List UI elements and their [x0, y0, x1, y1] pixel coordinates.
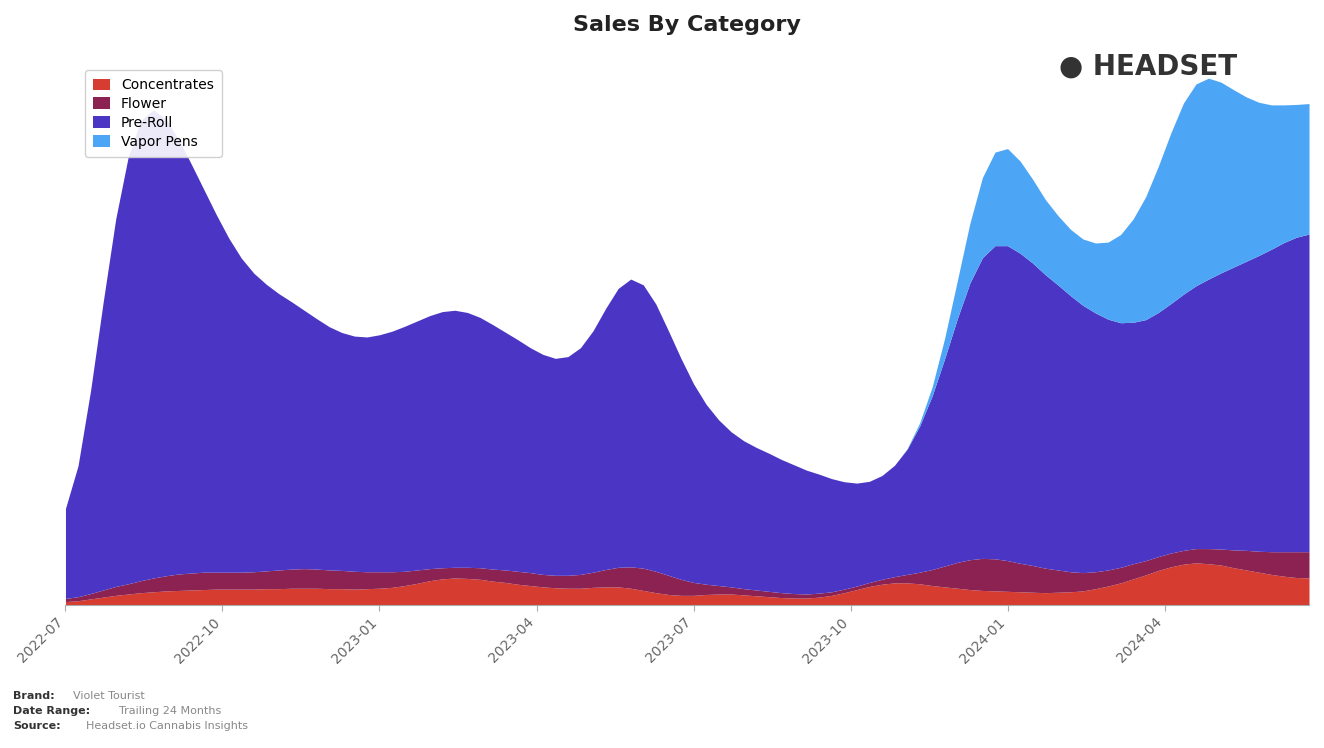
Text: Headset.io Cannabis Insights: Headset.io Cannabis Insights — [86, 721, 248, 732]
Legend: Concentrates, Flower, Pre-Roll, Vapor Pens: Concentrates, Flower, Pre-Roll, Vapor Pe… — [85, 70, 222, 157]
Text: Violet Tourist: Violet Tourist — [73, 691, 144, 702]
Text: Source:: Source: — [13, 721, 61, 732]
Title: Sales By Category: Sales By Category — [573, 15, 801, 35]
Text: Trailing 24 Months: Trailing 24 Months — [119, 706, 221, 717]
Text: Date Range:: Date Range: — [13, 706, 90, 717]
Text: Brand:: Brand: — [13, 691, 54, 702]
Text: ● HEADSET: ● HEADSET — [1059, 52, 1238, 80]
